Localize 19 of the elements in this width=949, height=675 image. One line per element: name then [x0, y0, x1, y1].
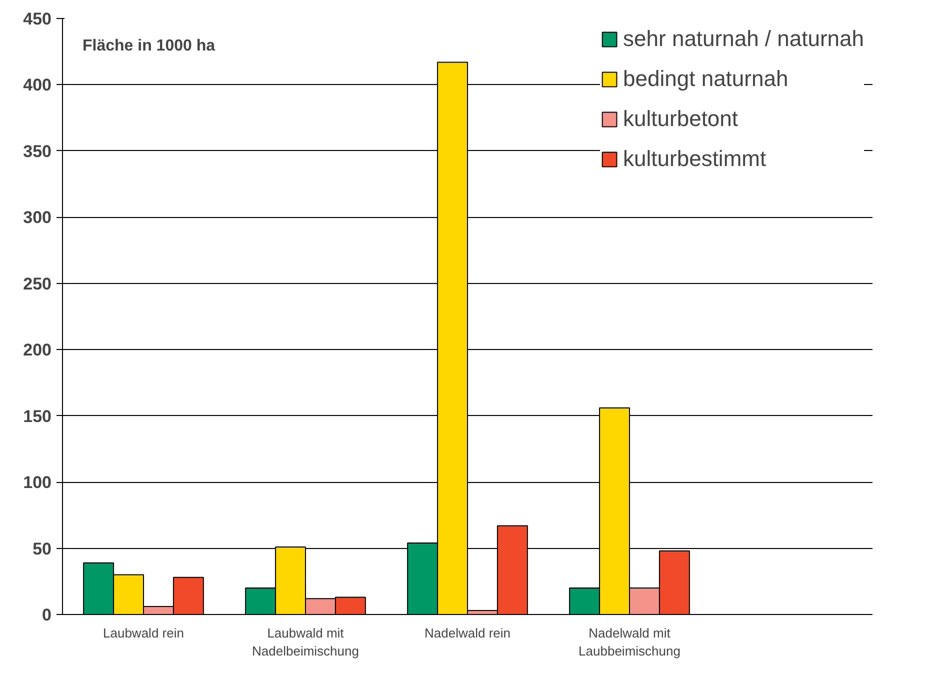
x-tick-label: Laubwald rein	[103, 626, 184, 640]
x-tick-label: Laubwald mit Nadelbeimischung	[252, 626, 359, 658]
y-tick-label: 200	[23, 340, 52, 360]
legend-label: bedingt naturnah	[623, 66, 788, 92]
y-tick-label: 250	[23, 274, 52, 294]
legend-label: sehr naturnah / naturnah	[623, 26, 864, 52]
y-tick-label: 350	[23, 142, 52, 161]
legend-label: kulturbetont	[623, 106, 738, 132]
y-tick-label: 450	[23, 10, 52, 28]
y-tick-label: 150	[23, 406, 52, 426]
y-tick-label: 100	[23, 473, 52, 492]
y-tick-label: 50	[32, 539, 52, 558]
x-tick-label: Nadelwald mit Laubbeimischung	[578, 626, 680, 658]
x-tick-label: Nadelwald rein	[424, 626, 511, 640]
y-tick-label: 0	[42, 606, 52, 624]
legend-label: kulturbestimmt	[623, 146, 766, 172]
y-tick-label: 300	[23, 208, 52, 228]
annotation: Fläche in 1000 ha	[82, 38, 216, 54]
y-tick-label: 400	[23, 76, 52, 95]
